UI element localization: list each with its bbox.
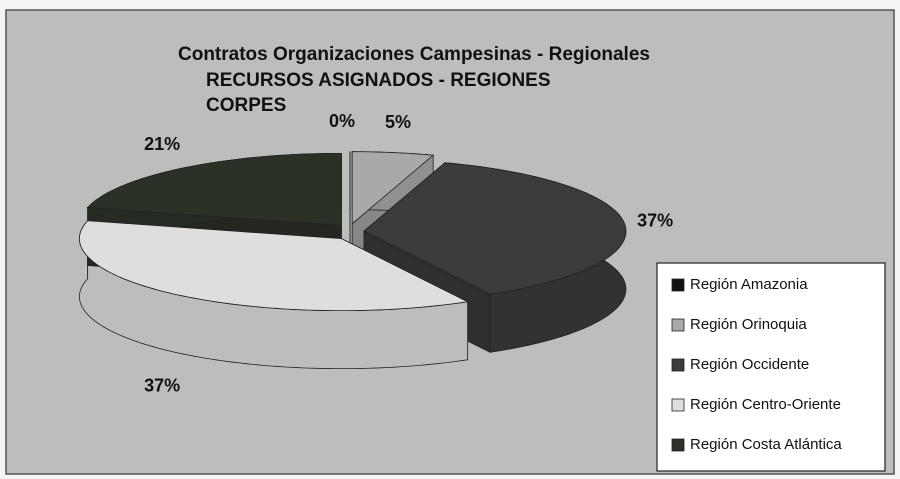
- data-label: 21%: [144, 134, 180, 154]
- slice: [351, 151, 435, 225]
- data-label: 0%: [329, 111, 355, 131]
- slice: [86, 152, 342, 226]
- data-labels: 0% 5% 37% 37% 21%: [144, 111, 673, 396]
- data-label: 37%: [637, 210, 673, 230]
- legend-swatch: [671, 358, 685, 372]
- slice: [363, 162, 627, 295]
- chart-title: CORPES: [206, 95, 286, 116]
- chart-title: RECURSOS ASIGNADOS - REGIONES: [206, 70, 551, 91]
- slice-tops: [79, 151, 627, 312]
- legend-swatch: [671, 318, 685, 332]
- legend-label: Región Costa Atlántica: [690, 436, 842, 453]
- legend: [656, 262, 886, 472]
- legend-swatch: [671, 278, 685, 292]
- legend-entries: Región Amazonia Región Orinoquia Región Oc…: [671, 276, 842, 453]
- legend-label: Región Occidente: [690, 356, 809, 373]
- legend-swatch: [671, 438, 685, 452]
- legend-swatch: [671, 398, 685, 412]
- slice: [79, 220, 469, 312]
- chart-title: Contratos Organizaciones Campesinas - Re…: [178, 44, 650, 65]
- data-label: 37%: [144, 376, 180, 396]
- legend-label: Región Orinoquia: [690, 316, 807, 333]
- legend-label: Región Centro-Oriente: [690, 396, 841, 413]
- data-label: 5%: [385, 112, 411, 132]
- legend-label: Región Amazonia: [690, 276, 808, 293]
